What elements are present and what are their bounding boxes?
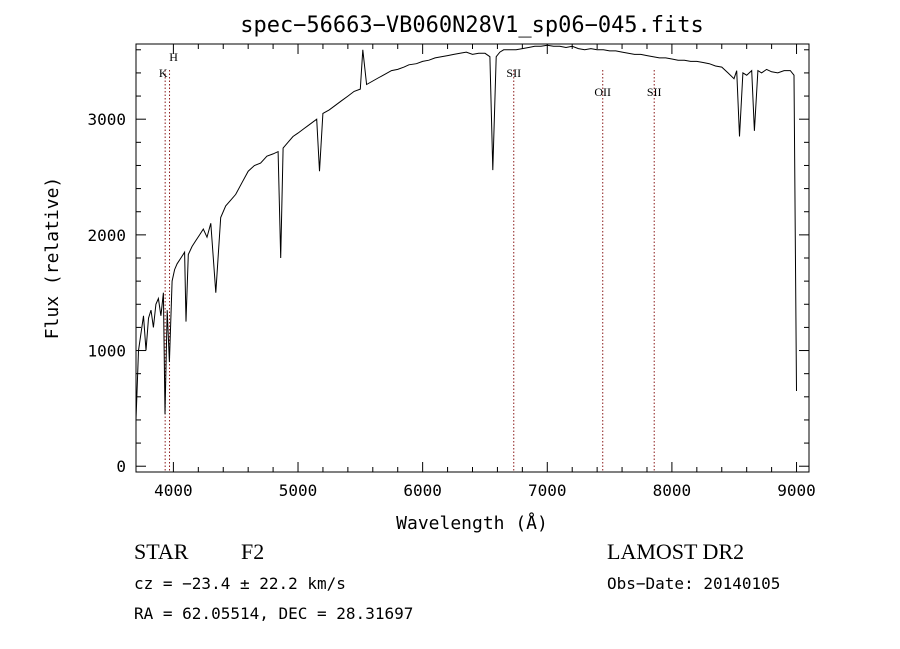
plot-area	[135, 43, 810, 473]
x-tick-label: 8000	[653, 481, 692, 500]
y-axis-label: Flux (relative)	[42, 177, 63, 340]
object-class: STAR	[134, 539, 189, 564]
cz-value: cz = −23.4 ± 22.2 km/s	[134, 574, 346, 593]
plot-frame	[135, 43, 810, 473]
x-tick-label: 4000	[154, 481, 193, 500]
axis-ticks: 4000 5000 6000 7000 8000 9000 0 1000 2000 3000	[87, 44, 816, 500]
x-tick-label: 9000	[777, 481, 816, 500]
y-tick-label: 3000	[87, 110, 126, 129]
line-marker-label: SII	[647, 85, 662, 99]
x-tick-label: 5000	[279, 481, 318, 500]
y-tick-label: 0	[116, 457, 126, 476]
line-marker-label: OII	[594, 85, 611, 99]
subclass: F2	[241, 539, 264, 564]
y-tick-label: 1000	[87, 342, 126, 361]
line-marker-label: K	[159, 66, 168, 80]
x-axis-label: Wavelength (Å)	[396, 512, 548, 534]
series-group	[135, 44, 797, 420]
spectral-line-markers: KH SII OII SII	[159, 50, 662, 472]
survey-name: LAMOST DR2	[607, 539, 744, 564]
line-marker-label: SII	[506, 66, 521, 80]
x-tick-label: 6000	[403, 481, 442, 500]
y-tick-label: 2000	[87, 226, 126, 245]
spectrum-line	[135, 44, 797, 420]
obs-date: Obs−Date: 20140105	[607, 574, 780, 593]
chart-title: spec−56663−VB060N28V1_sp06−045.fits	[240, 13, 704, 38]
coordinates: RA = 62.05514, DEC = 28.31697	[134, 604, 413, 623]
line-marker-label: H	[169, 50, 178, 64]
x-tick-label: 7000	[528, 481, 567, 500]
